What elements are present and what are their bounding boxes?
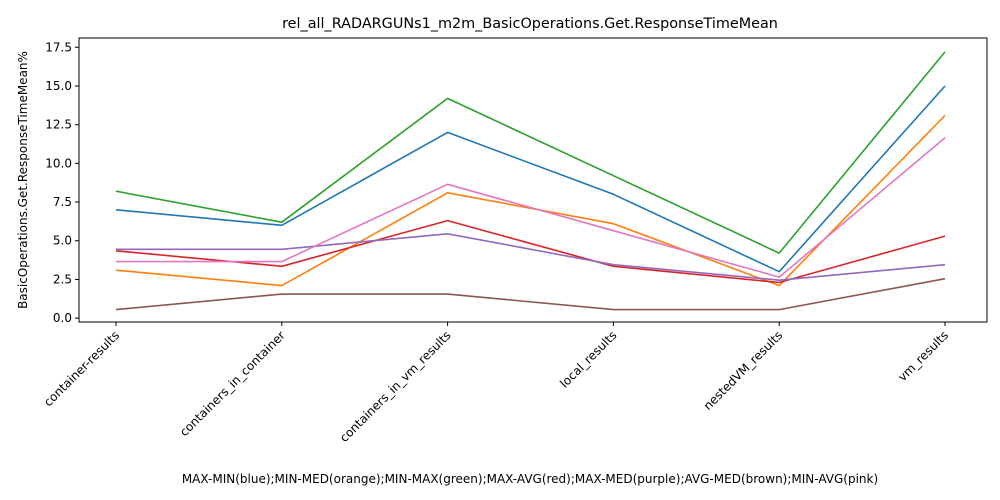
series-line-0: [115, 85, 946, 273]
y-tick-label: 17.5: [45, 40, 72, 54]
y-tick-label: 10.0: [45, 156, 72, 170]
x-tick-label: container-results: [41, 328, 122, 409]
series-line-4: [116, 233, 946, 282]
series-line-6: [116, 137, 946, 278]
y-axis: 0.0 2.5 5.0 7.5 10.0 12.5 15.0 17.5: [45, 40, 79, 325]
x-tick-label: nestedVM_results: [701, 328, 786, 413]
series-line-3: [115, 219, 946, 284]
series-line-5: [115, 277, 946, 311]
y-axis-title: BasicOperations.Get.ResponseTimeMean%: [16, 51, 30, 309]
x-tick-label: vm_results: [895, 328, 951, 384]
series-line-1: [115, 114, 946, 287]
y-tick-label: 7.5: [53, 195, 72, 209]
plot-series: [115, 51, 946, 311]
y-tick-label: 12.5: [45, 118, 72, 132]
plot-frame: [78, 37, 988, 323]
y-tick-label: 0.0: [53, 311, 72, 325]
y-tick-label: 2.5: [53, 272, 72, 286]
series-line-2: [115, 51, 946, 254]
x-tick-label: containers_in_container: [177, 328, 288, 439]
x-axis: container-results containers_in_container…: [41, 322, 951, 445]
x-tick-label: local_results: [557, 328, 619, 390]
x-tick-label: containers_in_vm_results: [337, 328, 454, 445]
y-tick-label: 15.0: [45, 79, 72, 93]
y-tick-label: 5.0: [53, 234, 72, 248]
x-axis-title: MAX-MIN(blue);MIN-MED(orange);MIN-MAX(gr…: [182, 472, 878, 486]
chart-title: rel_all_RADARGUNs1_m2m_BasicOperations.G…: [282, 16, 778, 32]
